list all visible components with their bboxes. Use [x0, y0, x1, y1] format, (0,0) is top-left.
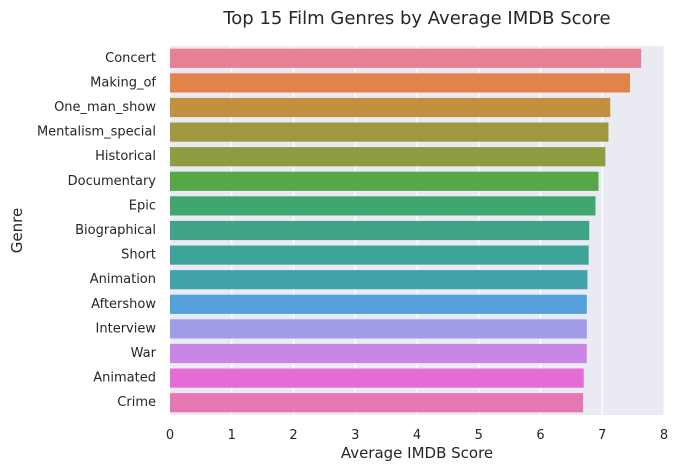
y-tick-label-7: Biographical: [75, 223, 156, 238]
y-tick-label-11: Interview: [96, 321, 157, 336]
bar-4: [170, 147, 606, 167]
y-axis-label: Genre: [8, 208, 26, 253]
bar-14: [170, 393, 584, 413]
bar-9: [170, 270, 588, 290]
bar-13: [170, 368, 584, 388]
y-tick-label-8: Short: [121, 248, 156, 263]
x-tick-label-5: 5: [475, 428, 483, 443]
bar-3: [170, 122, 609, 142]
bar-12: [170, 343, 587, 364]
y-tick-label-3: Mentalism_special: [37, 125, 156, 140]
x-tick-label-2: 2: [289, 428, 297, 443]
y-tick-label-9: Animation: [90, 272, 156, 287]
chart-title: Top 15 Film Genres by Average IMDB Score: [222, 8, 610, 29]
y-tick-label-13: Animated: [93, 371, 156, 386]
bars: [170, 48, 642, 413]
x-tick-label-6: 6: [536, 428, 544, 443]
bar-0: [170, 48, 642, 68]
y-tick-label-12: War: [131, 346, 157, 361]
y-tick-label-10: Aftershow: [91, 297, 156, 312]
y-tick-label-2: One_man_show: [54, 100, 156, 115]
x-tick-label-1: 1: [228, 428, 236, 443]
y-tick-label-0: Concert: [105, 51, 156, 66]
bar-10: [170, 294, 587, 314]
x-tick-label-7: 7: [598, 428, 606, 443]
bar-8: [170, 245, 589, 265]
bar-11: [170, 319, 587, 339]
x-tick-label-4: 4: [413, 428, 421, 443]
y-tick-label-14: Crime: [117, 395, 156, 410]
x-tick-label-0: 0: [166, 428, 174, 443]
bar-5: [170, 171, 599, 191]
bar-6: [170, 196, 596, 216]
y-tick-label-4: Historical: [95, 149, 156, 164]
y-tick-label-6: Epic: [129, 198, 156, 213]
y-tick-label-5: Documentary: [68, 174, 157, 189]
x-tick-labels: 0 1 2 3 4 5 6 7 8: [166, 428, 668, 443]
bar-7: [170, 220, 590, 241]
x-tick-label-3: 3: [351, 428, 359, 443]
bar-2: [170, 97, 611, 118]
y-tick-labels: Concert Making_of One_man_show Mentalism_sp…: [37, 51, 157, 410]
x-axis-label: Average IMDB Score: [341, 444, 493, 462]
bar-1: [170, 73, 631, 93]
x-tick-label-8: 8: [660, 428, 668, 443]
y-tick-label-1: Making_of: [90, 75, 156, 90]
